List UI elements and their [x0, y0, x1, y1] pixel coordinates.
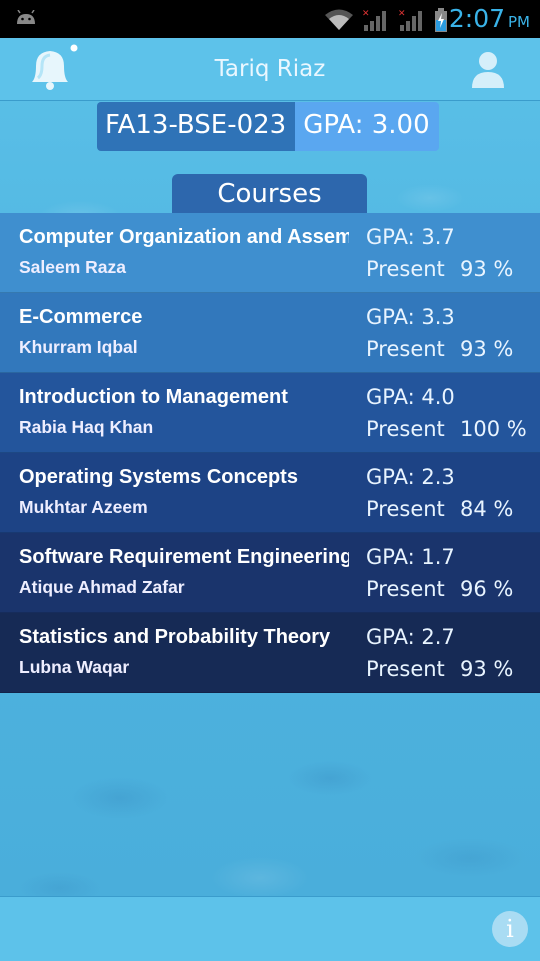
- course-gpa: GPA: 2.3: [366, 465, 455, 489]
- attendance-value: 100 %: [460, 417, 527, 441]
- course-gpa: GPA: 3.7: [366, 225, 455, 249]
- course-gpa: GPA: 2.7: [366, 625, 455, 649]
- attendance-value: 96 %: [460, 577, 514, 601]
- signal-icon: ✕: [398, 9, 422, 31]
- course-name: Statistics and Probability Theory: [19, 626, 331, 648]
- student-summary: FA13-BSE-023 GPA: 3.00: [97, 102, 439, 151]
- overall-gpa: GPA: 3.00: [295, 102, 439, 151]
- bottom-bar: i: [0, 896, 540, 961]
- attendance-label: Present: [366, 577, 445, 601]
- course-name: Computer Organization and Assembly Langu…: [19, 226, 349, 248]
- course-name: Introduction to Management: [19, 386, 288, 408]
- attendance-label: Present: [366, 657, 445, 681]
- battery-icon: [435, 8, 447, 32]
- student-id: FA13-BSE-023: [97, 102, 296, 151]
- course-gpa: GPA: 3.3: [366, 305, 455, 329]
- course-row[interactable]: Software Requirement Engineering Atique …: [0, 533, 540, 613]
- course-teacher: Khurram Iqbal: [19, 337, 138, 357]
- attendance-value: 93 %: [460, 337, 514, 361]
- attendance-label: Present: [366, 497, 445, 521]
- course-teacher: Mukhtar Azeem: [19, 497, 148, 517]
- app-header: Tariq Riaz: [0, 38, 540, 101]
- course-row[interactable]: Computer Organization and Assembly Langu…: [0, 213, 540, 293]
- course-row[interactable]: Operating Systems Concepts Mukhtar Azeem…: [0, 453, 540, 533]
- course-row[interactable]: Introduction to Management Rabia Haq Kha…: [0, 373, 540, 453]
- clock-time: 2:07: [448, 4, 505, 33]
- clock-ampm: PM: [508, 13, 530, 31]
- attendance-label: Present: [366, 417, 445, 441]
- course-gpa: GPA: 4.0: [366, 385, 455, 409]
- course-row[interactable]: Statistics and Probability Theory Lubna …: [0, 613, 540, 693]
- course-teacher: Rabia Haq Khan: [19, 417, 154, 437]
- attendance-value: 93 %: [460, 257, 514, 281]
- course-name: Software Requirement Engineering: [19, 546, 349, 568]
- student-name: Tariq Riaz: [214, 56, 326, 82]
- attendance-value: 84 %: [460, 497, 514, 521]
- courses-tab[interactable]: Courses: [172, 174, 367, 213]
- attendance-value: 93 %: [460, 657, 514, 681]
- course-teacher: Atique Ahmad Zafar: [19, 577, 185, 597]
- course-name: Operating Systems Concepts: [19, 466, 298, 488]
- course-teacher: Saleem Raza: [19, 257, 127, 277]
- attendance-label: Present: [366, 257, 445, 281]
- course-name: E-Commerce: [19, 306, 143, 328]
- clock: 2:07 PM: [449, 4, 530, 33]
- course-teacher: Lubna Waqar: [19, 657, 130, 677]
- bell-icon[interactable]: [22, 42, 82, 94]
- info-icon[interactable]: i: [492, 911, 528, 947]
- attendance-label: Present: [366, 337, 445, 361]
- svg-text:✕: ✕: [398, 9, 406, 19]
- course-list: Computer Organization and Assembly Langu…: [0, 213, 540, 693]
- status-bar: ✕ ✕ 2:07 PM: [0, 0, 540, 38]
- course-gpa: GPA: 1.7: [366, 545, 455, 569]
- course-row[interactable]: E-Commerce Khurram Iqbal GPA: 3.3 Presen…: [0, 293, 540, 373]
- android-icon: [17, 10, 35, 24]
- svg-text:✕: ✕: [362, 9, 370, 19]
- profile-icon[interactable]: [470, 50, 506, 88]
- signal-icon: ✕: [362, 9, 386, 31]
- wifi-icon: [325, 9, 353, 30]
